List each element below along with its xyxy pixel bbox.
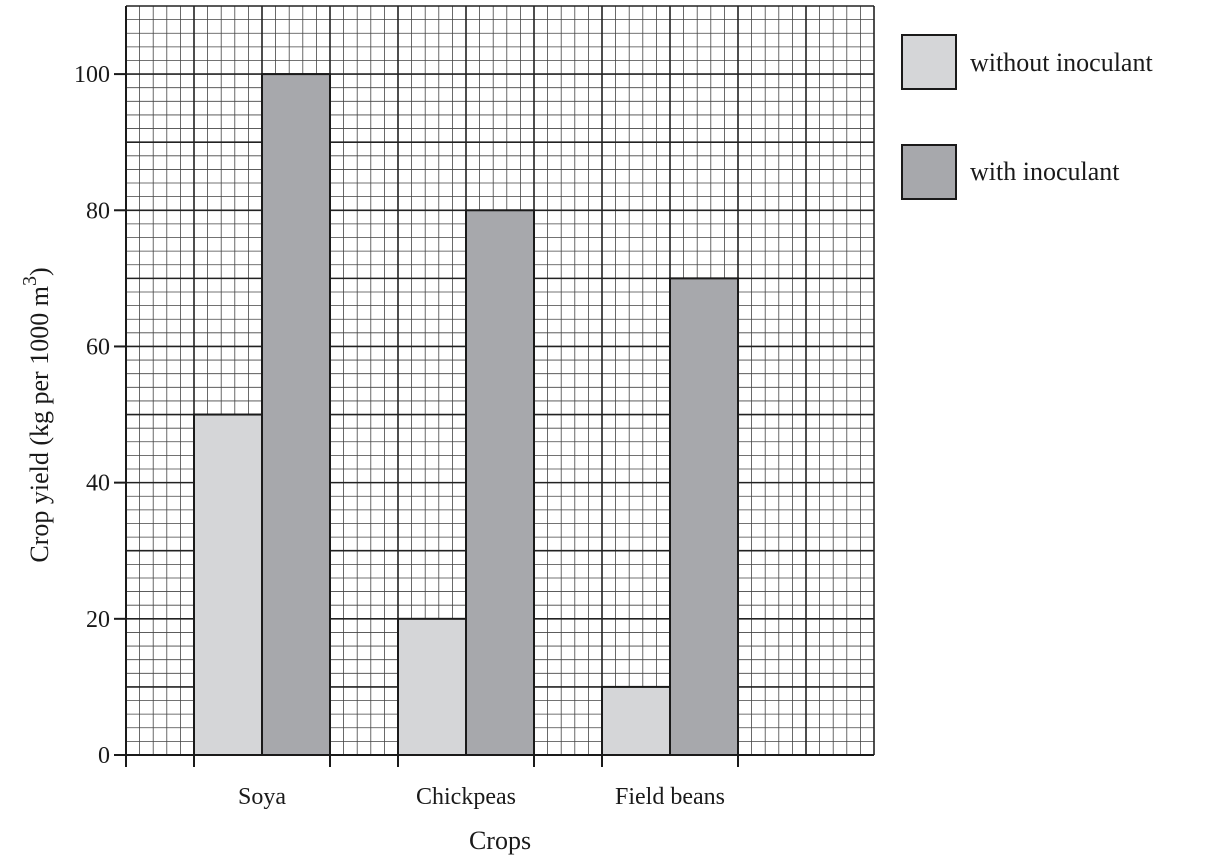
legend: without inoculant with inoculant — [901, 34, 1153, 200]
y-tick-label: 60 — [86, 334, 110, 360]
y-axis-title: Crop yield (kg per 1000 m3) — [19, 267, 54, 562]
y-tick-label: 20 — [86, 607, 110, 633]
bar-soya-with-inoculant — [261, 73, 331, 757]
y-tick-label: 80 — [86, 198, 110, 224]
x-category-label: Field beans — [615, 784, 725, 810]
y-tick-label: 100 — [74, 62, 110, 88]
x-category-label: Chickpeas — [416, 784, 516, 810]
axes — [114, 6, 874, 767]
y-axis-title-suffix: ) — [25, 267, 54, 276]
y-ticks: 0 20 40 60 80 100 — [74, 62, 126, 769]
x-axis-title: Crops — [469, 826, 531, 855]
y-axis-title-superscript: 3 — [19, 276, 41, 286]
bar-chickpeas-with-inoculant — [465, 209, 535, 757]
x-category-label: Soya — [238, 784, 286, 810]
y-tick-label: 0 — [98, 743, 110, 769]
legend-swatch-without-inoculant — [901, 34, 957, 90]
y-tick-label: 40 — [86, 471, 110, 497]
x-category-labels: Soya Chickpeas Field beans — [238, 784, 725, 810]
bar-chickpeas-without-inoculant — [397, 617, 467, 756]
legend-label-with-inoculant: with inoculant — [970, 157, 1120, 186]
bar-field-beans-without-inoculant — [601, 685, 671, 757]
legend-swatch-with-inoculant — [901, 144, 957, 200]
legend-label-without-inoculant: without inoculant — [970, 48, 1153, 77]
bar-field-beans-with-inoculant — [669, 277, 739, 756]
bar-soya-without-inoculant — [193, 413, 263, 756]
y-axis-title-main: Crop yield (kg per 1000 m — [25, 286, 54, 563]
